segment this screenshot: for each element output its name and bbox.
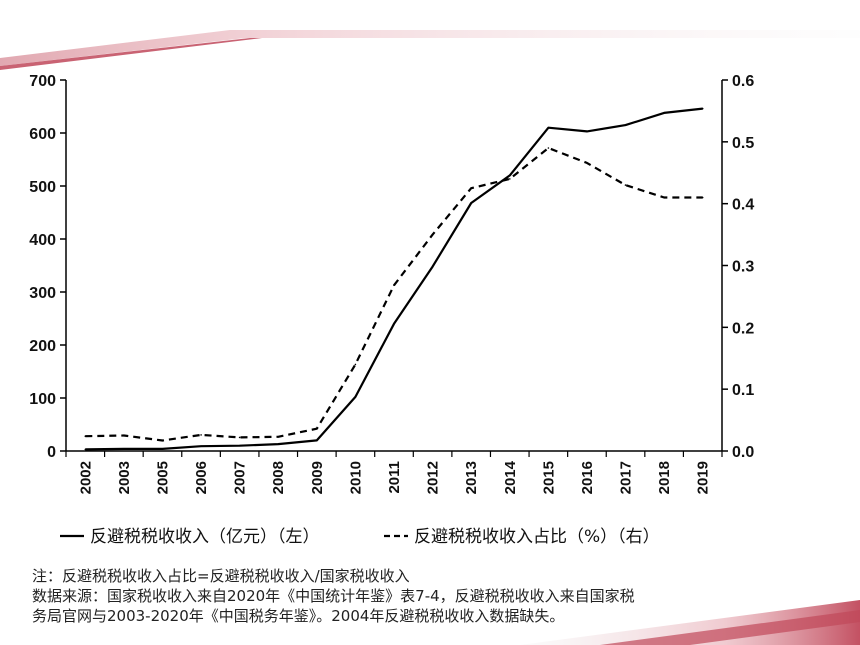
right-tick-label: 0.4 (732, 197, 754, 214)
legend-label-revenue: 反避税税收收入（亿元）（左） (90, 527, 320, 547)
right-tick-label: 0.2 (732, 320, 754, 337)
tax-share-point (547, 147, 550, 149)
x-tick-label: 2019 (695, 461, 712, 494)
x-tick-label: 2015 (540, 461, 557, 494)
x-tick-label: 2017 (618, 461, 635, 494)
tax-revenue-point (547, 126, 550, 129)
x-tick-label: 2008 (270, 461, 287, 494)
right-tick-label: 0.5 (732, 135, 754, 152)
right-tick-label: 0.0 (732, 444, 754, 461)
tax-revenue-point (431, 265, 434, 268)
left-tick-label: 600 (29, 126, 56, 143)
left-tick-label: 0 (47, 444, 56, 461)
right-tick-label: 0.3 (732, 259, 754, 276)
tax-share-point (161, 439, 164, 442)
tax-revenue-point (624, 124, 627, 126)
tax-revenue-point (84, 448, 87, 451)
x-tick-label: 2002 (77, 461, 94, 494)
tax-revenue-point (393, 323, 395, 325)
x-tick-label: 2009 (309, 461, 326, 494)
tax-share-point (316, 427, 318, 430)
series-tax-share-line (85, 146, 703, 442)
tax-revenue-point (277, 443, 280, 445)
x-tick-label: 2016 (579, 461, 596, 494)
left-tick-label: 100 (29, 391, 56, 408)
tax-share-point (586, 162, 588, 164)
x-tick-label: 2005 (154, 461, 171, 494)
tax-share-point (393, 284, 395, 287)
tax-revenue-point (200, 445, 202, 448)
x-tick-label: 2003 (116, 461, 133, 494)
bottom-accent-band (520, 600, 860, 645)
tax-revenue-point (238, 444, 241, 447)
tax-revenue-point (586, 130, 588, 133)
legend-label-share: 反避税税收收入占比（%）（右） (414, 527, 660, 547)
tax-share-point (470, 187, 473, 189)
left-tick-label: 400 (29, 232, 56, 249)
tax-share-point (84, 435, 87, 438)
x-tick-label: 2012 (425, 461, 442, 494)
tax-revenue-point (123, 448, 125, 450)
tax-revenue-point (701, 107, 704, 110)
x-tick-label: 2006 (193, 461, 210, 494)
tax-revenue-point (663, 112, 665, 114)
tax-share-point (701, 196, 704, 199)
bottom-accent-stripe (600, 610, 860, 645)
tax-share-point (624, 184, 627, 186)
right-tick-label: 0.1 (732, 382, 754, 399)
x-tick-label: 2007 (232, 461, 249, 494)
tax-share-point (277, 436, 280, 438)
x-tick-label: 2014 (502, 460, 519, 494)
x-tick-label: 2013 (463, 461, 480, 494)
chart-notes: 注：反避税税收收入占比=反避税税收收入/国家税收收入 数据来源：国家税收收入来自… (32, 566, 832, 626)
top-accent-band (0, 30, 860, 66)
chart-legend: 反避税税收收入（亿元）（左） 反避税税收收入占比（%）（右） (60, 527, 660, 547)
x-tick-label: 2018 (656, 461, 673, 494)
tax-share-point (509, 178, 511, 180)
note-source-line-1: 数据来源：国家税收收入来自2020年《中国统计年鉴》表7-4，反避税税收收入来自… (32, 587, 635, 605)
left-tick-label: 200 (29, 338, 56, 355)
chart-axes: 0 100 200 300 400 500 600 700 0.0 0.1 0.2 0.3 0.4 0.5… (29, 73, 754, 494)
tax-share-point (431, 233, 434, 236)
right-tick-label: 0.6 (732, 73, 754, 90)
left-tick-label: 500 (29, 179, 56, 196)
tax-revenue-point (316, 439, 318, 442)
tax-share-point (238, 436, 241, 439)
tax-share-point (123, 434, 125, 437)
series-tax-revenue-line (85, 107, 703, 451)
top-accent-stripe (0, 38, 262, 70)
tax-revenue-point (509, 174, 511, 177)
tax-share-point (663, 196, 665, 199)
x-tick-label: 2011 (386, 461, 403, 494)
tax-revenue-point (161, 448, 164, 450)
tax-share-point (200, 434, 202, 436)
note-source-line-2: 务局官网与2003-2020年《中国税务年鉴》。2004年反避税税收收入数据缺失… (32, 607, 565, 625)
note-formula: 注：反避税税收收入占比=反避税税收收入/国家税收收入 (32, 567, 410, 585)
left-tick-label: 700 (29, 73, 56, 90)
tax-revenue-point (354, 396, 357, 398)
tax-share-point (354, 363, 357, 366)
tax-revenue-point (470, 202, 473, 204)
left-tick-label: 300 (29, 285, 56, 302)
x-tick-label: 2010 (347, 461, 364, 494)
chart-series (84, 107, 704, 451)
